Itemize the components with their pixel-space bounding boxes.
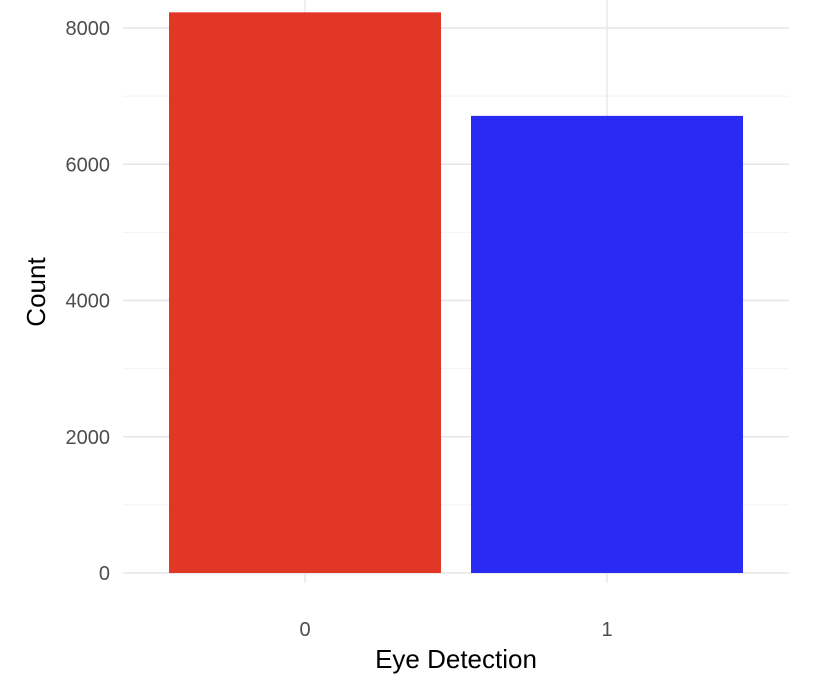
bars — [169, 12, 743, 574]
y-tick-label: 6000 — [66, 154, 111, 176]
x-tick-label: 0 — [299, 619, 310, 641]
y-tick-label: 4000 — [66, 291, 111, 313]
x-tick-label: 1 — [601, 619, 612, 641]
y-tick-label: 8000 — [66, 18, 111, 40]
x-axis-title: Eye Detection — [375, 644, 537, 674]
y-tick-labels: 0 2000 4000 6000 8000 — [66, 18, 111, 585]
y-tick-label: 0 — [99, 563, 110, 585]
y-axis-title: Count — [21, 257, 51, 327]
bar-1 — [471, 115, 743, 573]
y-tick-label: 2000 — [66, 427, 111, 449]
bar-0 — [169, 12, 441, 574]
